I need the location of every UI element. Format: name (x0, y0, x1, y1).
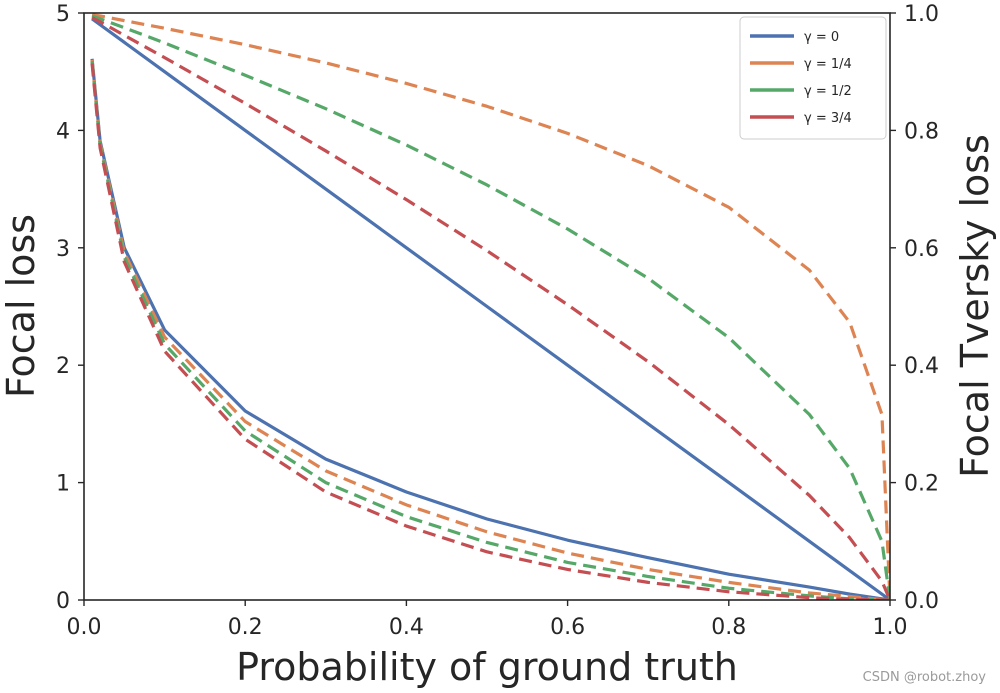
y-right-tick-label: 1.0 (904, 2, 939, 27)
legend-label: γ = 1/2 (804, 84, 852, 99)
y-right-tick-label: 0.4 (904, 354, 939, 379)
y-left-tick-label: 3 (56, 237, 70, 262)
focal-tversky-loss-line-1 (91, 13, 890, 600)
y-right-tick-label: 0.2 (904, 472, 939, 497)
legend-box (739, 16, 887, 140)
y-axis-right-title: Focal Tversky loss (953, 134, 997, 478)
x-tick-label: 0.8 (711, 615, 746, 640)
x-tick-label: 0.4 (389, 615, 424, 640)
legend: γ = 0 γ = 1/4 γ = 1/2 γ = 3/4 (739, 16, 887, 140)
focal-loss-line-1 (90, 59, 890, 600)
y-left-tick-label: 4 (56, 119, 70, 144)
focal-loss-line-2 (90, 60, 890, 600)
legend-label: γ = 0 (804, 30, 839, 45)
y-axis-right-ticks: 0.0 0.2 0.4 0.6 0.8 1.0 (890, 2, 939, 614)
y-right-tick-label: 0.0 (904, 589, 939, 614)
legend-label: γ = 3/4 (804, 111, 852, 126)
focal-tversky-loss-line-0 (91, 17, 890, 600)
y-left-tick-label: 5 (56, 2, 70, 27)
y-right-tick-label: 0.6 (904, 237, 939, 262)
x-tick-label: 1.0 (873, 615, 908, 640)
y-left-tick-label: 1 (56, 472, 70, 497)
x-axis-ticks: 0.0 0.2 0.4 0.6 0.8 1.0 (67, 600, 908, 640)
plot-frame (83, 12, 891, 601)
legend-label: γ = 1/4 (804, 57, 852, 72)
y-axis-left-ticks: 0 1 2 3 4 5 (56, 2, 84, 614)
focal-loss-line-0 (90, 58, 890, 600)
series-lines (90, 13, 890, 600)
focal-tversky-loss-line-2 (91, 14, 890, 600)
y-right-tick-label: 0.8 (904, 119, 939, 144)
x-tick-label: 0.6 (550, 615, 585, 640)
x-axis-title: Probability of ground truth (236, 645, 738, 689)
x-tick-label: 0.2 (228, 615, 263, 640)
y-left-tick-label: 2 (56, 354, 70, 379)
y-left-tick-label: 0 (56, 589, 70, 614)
y-axis-left-title: Focal loss (0, 214, 43, 398)
x-tick-label: 0.0 (67, 615, 102, 640)
focal-tversky-loss-line-3 (91, 16, 890, 600)
watermark: CSDN @robot.zhoy (862, 670, 986, 685)
focal-loss-line-3 (90, 63, 890, 600)
